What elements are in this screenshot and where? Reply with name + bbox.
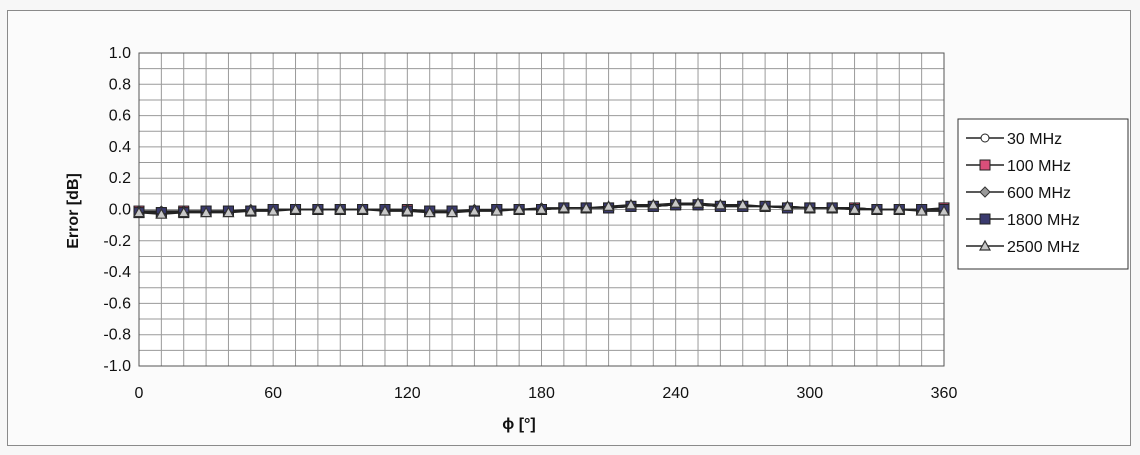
- legend: 30 MHz 100 MHz 600 MHz 1800 MHz 2500 MHz: [957, 118, 1129, 270]
- chart-svg: 1.0 0.8 0.6 0.4 0.2 0.0 -0.2 -0.4 -0.6 -0.8 -1.00 6…: [65, 45, 1129, 433]
- marker-point: [200, 206, 213, 218]
- marker-point: [979, 159, 991, 171]
- x-tick-label: 120: [394, 385, 421, 402]
- y-tick-label: 0.4: [109, 139, 131, 156]
- marker-point: [557, 201, 570, 213]
- marker-point: [468, 204, 481, 216]
- legend-item: 30 MHz: [966, 131, 1062, 148]
- series: [132, 197, 951, 219]
- y-tick-label: 0.6: [109, 108, 131, 125]
- x-tick-label: 240: [662, 385, 689, 402]
- x-tick-label: 60: [264, 385, 282, 402]
- y-tick-label: 0.2: [109, 170, 131, 187]
- marker-point: [669, 197, 682, 208]
- marker-point: [647, 198, 660, 210]
- marker-point: [311, 203, 324, 215]
- marker-point: [535, 203, 548, 215]
- x-tick-label: 300: [796, 385, 823, 402]
- x-tick-label: 180: [528, 385, 555, 402]
- tick-labels: 1.0 0.8 0.6 0.4 0.2 0.0 -0.2 -0.4 -0.6 -0.8 -1.00 6…: [103, 45, 957, 402]
- marker-point: [401, 204, 414, 216]
- marker-point: [602, 200, 615, 211]
- marker-point: [132, 206, 146, 218]
- x-tick-label: 360: [931, 385, 958, 402]
- marker-point: [826, 201, 839, 213]
- legend-label: 2500 MHz: [1007, 239, 1080, 256]
- legend-item: 600 MHz: [966, 185, 1071, 202]
- marker-point: [979, 213, 991, 225]
- marker-point: [222, 206, 235, 218]
- marker-point: [870, 203, 883, 215]
- chart-frame: 1.0 0.8 0.6 0.4 0.2 0.0 -0.2 -0.4 -0.6 -0.8 -1.0 0 6…: [7, 10, 1131, 446]
- marker-point: [915, 204, 928, 216]
- marker-point: [289, 203, 302, 215]
- y-tick-label: -1.0: [103, 358, 131, 375]
- marker-point: [803, 201, 816, 213]
- marker-point: [624, 198, 637, 210]
- y-tick-label: 1.0: [109, 45, 131, 62]
- x-tick-label: 0: [135, 385, 144, 402]
- x-axis-title: ϕ [°]: [502, 416, 536, 433]
- marker-point: [714, 198, 727, 210]
- marker-point: [490, 204, 503, 216]
- marker-point: [177, 206, 190, 218]
- marker-point: [759, 200, 772, 211]
- marker-point: [979, 186, 991, 198]
- legend-item: 100 MHz: [966, 158, 1071, 175]
- marker-point: [446, 206, 459, 218]
- marker-point: [980, 133, 990, 143]
- legend-label: 600 MHz: [1007, 185, 1071, 202]
- series-2500-mhz: [132, 197, 951, 219]
- legend-item: 2500 MHz: [966, 239, 1080, 256]
- y-tick-label: 0.0: [109, 202, 131, 219]
- marker-point: [692, 197, 705, 208]
- marker-point: [155, 207, 168, 219]
- marker-point: [334, 203, 347, 215]
- marker-point: [267, 204, 280, 216]
- marker-point: [244, 204, 257, 216]
- legend-item: 1800 MHz: [966, 212, 1080, 229]
- y-tick-label: -0.4: [103, 264, 131, 281]
- y-tick-label: -0.6: [103, 295, 131, 312]
- legend-label: 1800 MHz: [1007, 212, 1080, 229]
- marker-point: [423, 206, 436, 218]
- marker-point: [848, 203, 861, 215]
- legend-label: 100 MHz: [1007, 158, 1071, 175]
- marker-point: [978, 239, 992, 251]
- marker-point: [736, 198, 749, 210]
- marker-point: [580, 201, 593, 213]
- y-tick-label: 0.8: [109, 76, 131, 93]
- marker-point: [781, 200, 794, 211]
- marker-point: [513, 203, 526, 215]
- marker-point: [378, 204, 391, 216]
- marker-point: [893, 203, 906, 215]
- marker-point: [356, 203, 369, 215]
- y-tick-label: -0.8: [103, 327, 131, 344]
- legend-label: 30 MHz: [1007, 131, 1062, 148]
- y-axis-title: Error [dB]: [65, 173, 82, 249]
- y-tick-label: -0.2: [103, 233, 131, 250]
- marker-point: [937, 204, 951, 216]
